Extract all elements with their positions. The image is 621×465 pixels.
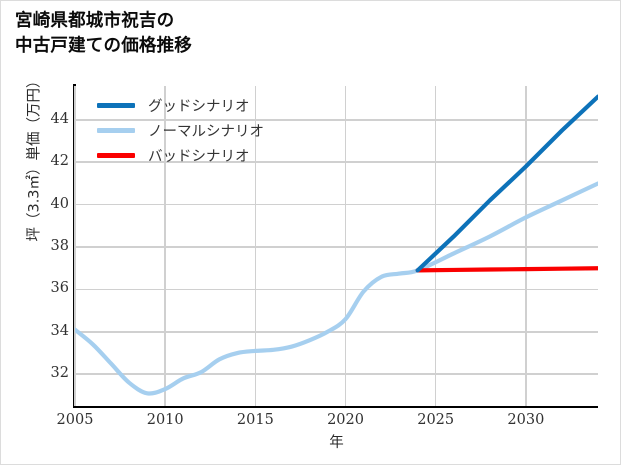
legend-item: グッドシナリオ (97, 93, 312, 118)
gridline-horizontal (75, 119, 598, 121)
series-line-ノーマルシナリオ (75, 181, 598, 396)
gridline-vertical (164, 86, 166, 406)
series-lines (75, 94, 598, 396)
x-axis-tick-labels: 2005 2010 2015 2020 2025 2030 (57, 412, 598, 434)
x-tick-label: 2010 (146, 412, 184, 428)
chart-title: 宮崎県都城市祝吉の 中古戸建ての価格推移 (15, 11, 192, 56)
x-tick-label: 2030 (507, 412, 545, 428)
gridline-vertical (525, 86, 527, 406)
x-tick-label: 2015 (236, 412, 274, 428)
legend-item: ノーマルシナリオ (97, 118, 312, 143)
gridline-horizontal (75, 246, 598, 248)
gridline-horizontal (75, 373, 598, 375)
gridline-vertical (344, 86, 347, 406)
plot-background (75, 86, 598, 406)
legend-color-swatch (97, 103, 135, 108)
gridline-vertical (74, 86, 76, 406)
x-tick-label: 2005 (56, 412, 94, 428)
series-line-バッドシナリオ (415, 266, 598, 273)
legend: グッドシナリオ ノーマルシナリオ バッドシナリオ (97, 93, 312, 168)
legend-label: グッドシナリオ (148, 99, 250, 115)
plot-area (74, 86, 598, 406)
y-tick-label: 32 (50, 365, 69, 382)
legend-label: バッドシナリオ (148, 149, 250, 165)
gridline-horizontal (75, 331, 598, 333)
x-axis-line (73, 405, 598, 408)
y-axis-label: 坪（3.3㎡）単価（万円） (26, 73, 43, 242)
y-tick-label: 40 (50, 195, 69, 212)
y-tick-label: 44 (50, 110, 69, 127)
legend-color-swatch (97, 153, 135, 158)
legend-item: バッドシナリオ (97, 143, 312, 168)
x-axis-label: 年 (329, 435, 344, 451)
gridline-vertical (434, 86, 437, 406)
y-tick-label: 38 (50, 238, 69, 255)
y-tick-label: 36 (50, 280, 69, 297)
x-tick-label: 2025 (417, 412, 455, 428)
x-tick-label: 2020 (327, 412, 364, 428)
gridline-horizontal (75, 288, 598, 291)
gridline-horizontal (75, 203, 598, 206)
legend-color-swatch (97, 128, 135, 133)
gridline-vertical (254, 86, 257, 406)
y-axis-tick-labels: 32 34 36 38 40 42 44 (29, 86, 69, 406)
series-line-グッドシナリオ (415, 94, 598, 273)
y-tick-label: 34 (50, 322, 69, 339)
y-tick-label: 42 (50, 153, 69, 170)
legend-label: ノーマルシナリオ (148, 124, 264, 140)
gridline-horizontal (75, 161, 598, 164)
